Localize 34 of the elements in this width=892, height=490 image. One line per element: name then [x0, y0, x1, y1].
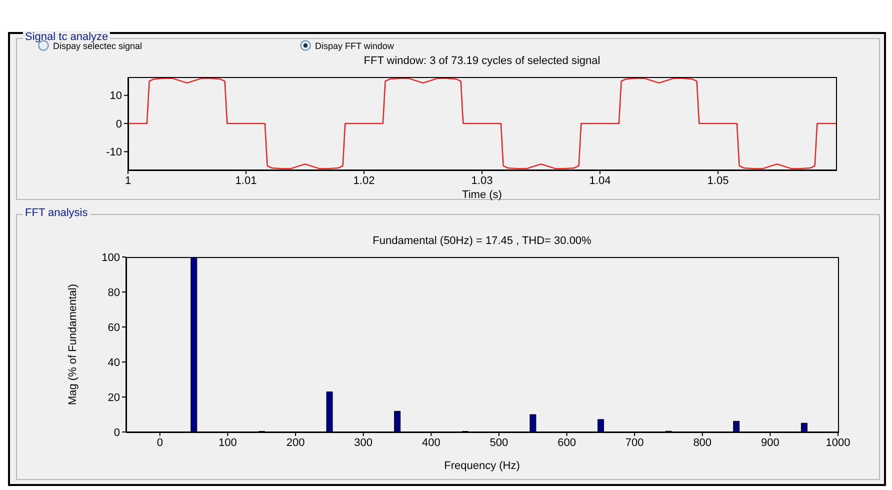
x-tick-label: 900 [761, 436, 780, 449]
x-tick-label: 600 [558, 436, 576, 449]
y-tick-label: 40 [108, 356, 120, 369]
y-tick-label: -10 [106, 146, 122, 159]
x-tick-label: 1.04 [589, 174, 611, 187]
x-tick-label: 300 [354, 436, 373, 449]
text: Signal tc analyze [23, 31, 110, 43]
chart-title: FFT window: 3 of 73.19 cycles of selected signal [362, 55, 602, 67]
y-tick-label: 10 [110, 90, 122, 102]
x-tick-label: 1.02 [353, 174, 375, 187]
x-tick-label: 1.03 [471, 174, 493, 187]
x-tick-label: 700 [625, 436, 644, 449]
x-tick-label: 400 [422, 436, 440, 449]
x-tick-label: 1000 [826, 436, 850, 449]
x-axis-title: Frequency (Hz) [444, 460, 520, 472]
y-tick-label: 20 [108, 392, 120, 404]
y-tick-label: 100 [102, 252, 120, 264]
x-tick-label: 0 [156, 436, 163, 449]
x-tick-label: 800 [693, 436, 712, 449]
y-tick-label: 0 [114, 426, 120, 439]
chart-title: Fundamental (50Hz) = 17.45 , THD= 30.00% [372, 235, 592, 247]
x-tick-label: 1 [124, 174, 132, 187]
x-tick-label: 1.05 [707, 174, 729, 187]
x-axis-title: Time (s) [462, 189, 502, 201]
y-tick-label: 80 [108, 286, 120, 299]
y-axis-title: Mag (% of Fundamental) [66, 284, 79, 406]
text: Dispay FFT window [315, 40, 394, 50]
y-tick-label: 60 [108, 322, 120, 334]
x-tick-label: 500 [490, 436, 508, 449]
text: FFT analysis [23, 207, 90, 219]
x-tick-label: 1.01 [235, 174, 257, 187]
y-tick-label: 0 [116, 118, 122, 130]
x-tick-label: 100 [218, 436, 237, 449]
x-tick-label: 200 [286, 436, 305, 449]
